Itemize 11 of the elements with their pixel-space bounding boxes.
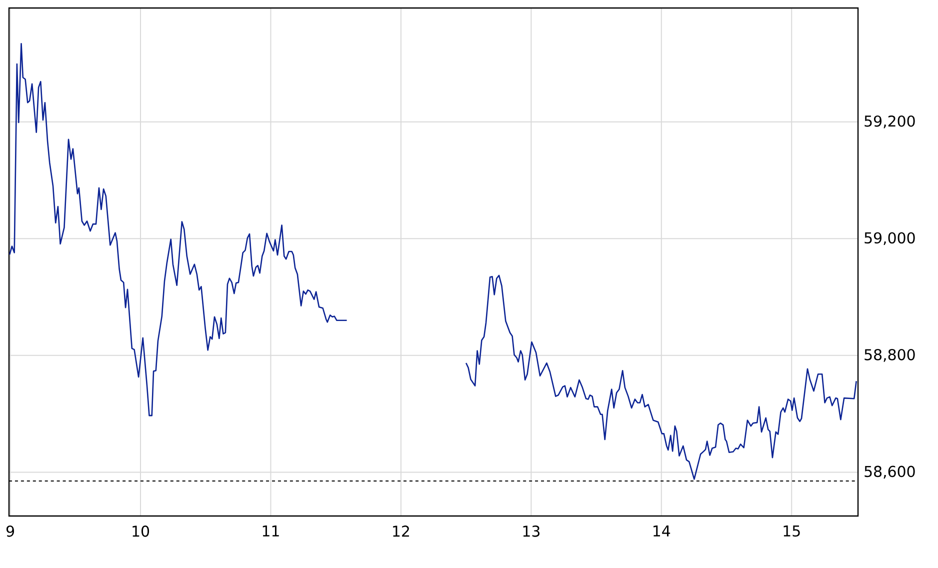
x-tick-label: 9: [6, 526, 14, 537]
y-tick-label: 59,000: [864, 232, 915, 246]
x-tick-label: 12: [393, 526, 409, 537]
y-tick-label: 58,800: [864, 349, 915, 362]
y-tick-label: 58,600: [864, 466, 915, 479]
x-tick-label: 11: [262, 526, 279, 536]
x-tick-label: 13: [523, 526, 540, 537]
x-tick-label: 14: [654, 526, 670, 536]
x-tick-label: 10: [132, 526, 150, 537]
y-tick-label: 59,200: [864, 115, 915, 128]
x-tick-label: 15: [784, 526, 800, 537]
